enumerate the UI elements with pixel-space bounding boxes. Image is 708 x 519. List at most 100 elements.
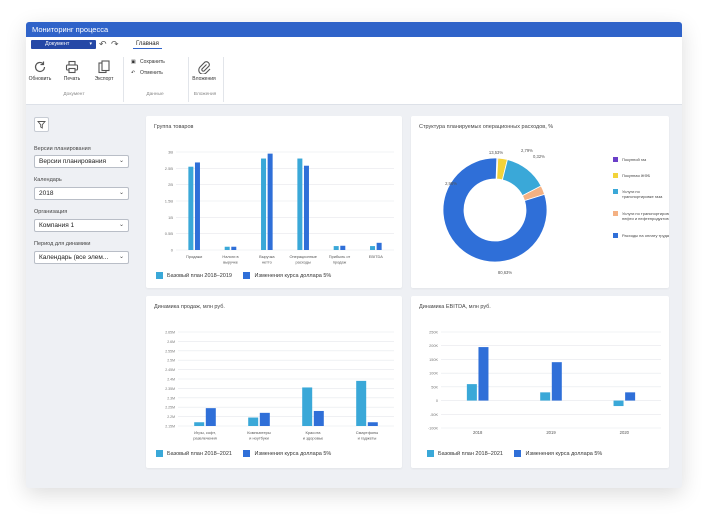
y-tick-label: 0 — [171, 248, 174, 253]
y-tick-label: 250K — [429, 331, 438, 335]
bar — [370, 246, 376, 250]
x-tick-label: Налоги в — [222, 254, 238, 259]
y-tick-label: 2.2M — [167, 415, 175, 419]
print-button[interactable]: Печать — [58, 60, 86, 82]
legend-label: Услуги по — [622, 189, 641, 194]
bar — [466, 384, 477, 401]
legend-swatch — [156, 272, 163, 279]
y-tick-label: 0 — [436, 399, 438, 403]
data-label: 0,32% — [533, 154, 545, 159]
legend-swatch — [613, 211, 618, 216]
legend-label: Изменения курса доллара 5% — [525, 450, 603, 457]
refresh-button[interactable]: Обновить — [26, 60, 54, 82]
period-value: Календарь (все элем... — [39, 254, 109, 261]
y-tick-label: 100K — [429, 372, 438, 376]
bar — [248, 417, 259, 426]
bar — [231, 246, 237, 250]
x-tick-label: 2019 — [546, 430, 556, 435]
bar — [224, 246, 230, 250]
y-tick-label: 2.5M — [167, 359, 175, 363]
version-value: Версии планирования — [39, 158, 106, 165]
bar — [194, 422, 205, 426]
y-tick-label: 1.5B — [165, 199, 174, 204]
refresh-icon — [26, 60, 54, 74]
chart-title: Группа товаров — [154, 124, 194, 130]
chart-card-opex: Структура планируемых операционных расхо… — [411, 116, 669, 288]
chart-sales: 2.15M 2.2M 2.25M 2.3M 2.35M 2.4M 2.45M 2.5M 2.55… — [165, 331, 394, 441]
legend-label: Расходы на оплату труда — [622, 233, 669, 238]
save-label: Сохранить — [140, 59, 165, 65]
export-button[interactable]: Экспорт — [90, 60, 118, 82]
version-select[interactable]: Версии планирования ⌄ — [34, 155, 129, 168]
chart-opex: 0,32% 2,98% 13,53% 2,79% 80,63% Покупной газ П… — [442, 148, 669, 275]
organization-select[interactable]: Компания 1 ⌄ — [34, 219, 129, 232]
filter-button[interactable] — [34, 117, 49, 132]
chevron-down-icon: ▾ — [89, 41, 92, 47]
chevron-down-icon: ⌄ — [118, 190, 124, 196]
bar — [313, 410, 324, 426]
cancel-button[interactable]: ↶ Отменить — [131, 69, 163, 77]
calendar-label: Календарь — [34, 177, 62, 183]
y-tick-label: 2.5B — [165, 166, 174, 171]
legend-label: Изменения курса доллара 5% — [254, 450, 332, 457]
app-window: Мониторинг процесса Документ ▾ ↶ ↷ Главн… — [26, 22, 682, 488]
y-tick-label: 2.15M — [165, 425, 175, 429]
data-label: 2,79% — [521, 148, 533, 153]
legend-label: нефти и нефтепродуктов — [622, 216, 669, 221]
y-tick-label: 2.35M — [165, 387, 175, 391]
chart-card-sales: Динамика продаж, млн руб. 2.15M 2.2M 2.25M… — [146, 296, 402, 468]
y-tick-label: 2.45M — [165, 368, 175, 372]
legend-label: Базовый план 2018–2019 — [167, 272, 232, 279]
group-attachments-label: Вложения — [193, 92, 217, 97]
filter-icon — [37, 121, 46, 129]
x-tick-label: Продажи — [186, 254, 202, 259]
x-tick-label: Прибыль от — [329, 254, 351, 259]
x-tick-label: Компьютеры — [247, 430, 271, 435]
redo-icon[interactable]: ↷ — [111, 39, 119, 49]
legend-swatch — [243, 272, 251, 279]
legend-label: Изменения курса доллара 5% — [254, 272, 332, 279]
bar — [356, 380, 367, 426]
x-tick-label: продаж — [333, 260, 347, 265]
period-select[interactable]: Календарь (все элем... ⌄ — [34, 251, 129, 264]
legend-swatch — [243, 450, 251, 457]
y-tick-label: 2.65M — [165, 331, 175, 335]
organization-value: Компания 1 — [39, 222, 75, 229]
legend-swatch — [613, 157, 618, 162]
save-button[interactable]: ▣ Сохранить — [131, 58, 165, 66]
x-tick-label: 2020 — [620, 430, 630, 435]
document-menu-label: Документ — [45, 41, 70, 47]
legend-swatch — [613, 189, 618, 194]
bar — [613, 400, 624, 407]
x-tick-label: и здоровье — [303, 436, 324, 441]
y-tick-label: 2.25M — [165, 406, 175, 410]
bar — [188, 166, 194, 250]
legend-swatch — [613, 233, 618, 238]
y-tick-label: 150K — [429, 358, 438, 362]
filter-sidebar: Версии планирования Версии планирования … — [26, 106, 136, 488]
save-icon: ▣ — [131, 59, 136, 65]
chart-products: 0 0.5B 1B 1.5B 2B 2.5B 3B Продажи Налоги ввыручк… — [165, 150, 394, 265]
x-tick-label: Красота — [306, 430, 322, 435]
attachments-button[interactable]: Вложения — [190, 60, 218, 82]
pie-slice — [442, 157, 548, 263]
tab-main[interactable]: Главная — [133, 40, 162, 49]
x-tick-label: расходы — [296, 260, 312, 265]
x-tick-label: Выручка — [259, 254, 275, 259]
bar — [297, 158, 303, 250]
chevron-down-icon: ⌄ — [118, 222, 124, 228]
cancel-label: Отменить — [140, 70, 163, 76]
x-tick-label: и гаджеты — [358, 436, 377, 441]
undo-icon[interactable]: ↶ — [99, 39, 107, 49]
attachments-label: Вложения — [192, 76, 216, 82]
x-tick-label: нетто — [262, 260, 272, 265]
bar — [302, 387, 313, 426]
bar — [303, 165, 309, 250]
calendar-select[interactable]: 2018 ⌄ — [34, 187, 129, 200]
x-tick-label: Смартфоны — [356, 430, 379, 435]
y-tick-label: 2.3M — [167, 396, 175, 400]
document-menu-button[interactable]: Документ ▾ — [31, 40, 96, 49]
ribbon-toolbar: Документ ▾ ↶ ↷ Главная Обновить Печать Э… — [26, 37, 682, 105]
chevron-down-icon: ⌄ — [118, 158, 124, 164]
x-tick-label: выручке — [223, 260, 238, 265]
